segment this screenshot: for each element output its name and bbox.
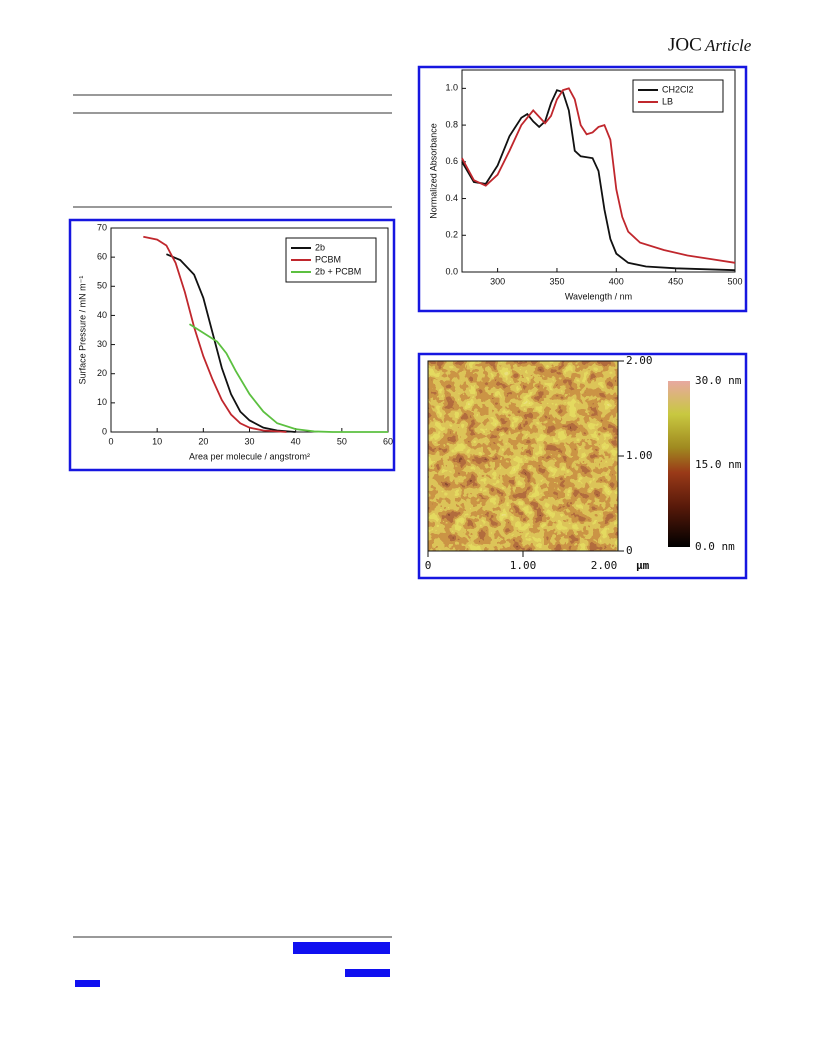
afm-axis-label: 2.00 — [591, 559, 618, 572]
afm-ticks — [427, 360, 624, 557]
x-tick-label: 500 — [727, 276, 742, 286]
y-tick-label: 0.0 — [445, 266, 458, 276]
y-tick-label: 50 — [97, 281, 107, 291]
y-tick-label: 1.0 — [445, 83, 458, 93]
y-tick-label: 70 — [97, 222, 107, 232]
colorbar-label: 30.0 nm — [695, 374, 742, 387]
legend-box — [632, 79, 724, 113]
x-tick-label: 50 — [337, 436, 347, 446]
section: Article — [704, 36, 752, 55]
colorbar — [668, 381, 690, 547]
y-tick-label: 10 — [97, 397, 107, 407]
x-tick-label: 400 — [609, 276, 624, 286]
afm-axis-label: 1.00 — [626, 449, 653, 462]
y-tick-label: 0.6 — [445, 156, 458, 166]
figure-frame — [417, 65, 748, 313]
y-tick-label: 40 — [97, 310, 107, 320]
y-tick-label: 0.4 — [445, 193, 458, 203]
legend-label: 2b + PCBM — [315, 266, 361, 276]
afm-axis-label: 1.00 — [510, 559, 537, 572]
x-tick-label: 40 — [291, 436, 301, 446]
y-axis-label: Normalized Absorbance — [428, 123, 438, 219]
figure-frame — [68, 218, 396, 472]
x-tick-label: 30 — [244, 436, 254, 446]
journal: JOC — [668, 34, 702, 55]
series-line — [143, 235, 287, 433]
series-line — [461, 87, 736, 264]
afm-axis-label: 0 — [626, 544, 633, 557]
x-tick-label: 450 — [668, 276, 683, 286]
afm-unit: μm — [636, 559, 650, 572]
x-tick-label: 10 — [152, 436, 162, 446]
x-tick-label: 20 — [198, 436, 208, 446]
colorbar-label: 15.0 nm — [695, 458, 742, 471]
afm-axis-label: 2.00 — [626, 354, 653, 367]
plot-frame — [461, 69, 736, 273]
figure-frame — [417, 352, 748, 580]
x-tick-label: 300 — [490, 276, 505, 286]
legend-label: CH2Cl2 — [662, 84, 694, 94]
afm-image — [428, 361, 618, 551]
afm-axis-label: 0 — [425, 559, 432, 572]
x-axis-label: Area per molecule / angstrom² — [189, 451, 310, 461]
y-tick-label: 0.8 — [445, 119, 458, 129]
y-tick-label: 0.2 — [445, 230, 458, 240]
colorbar-label: 0.0 nm — [695, 540, 735, 553]
x-axis-label: Wavelength / nm — [565, 291, 632, 301]
series-line — [166, 253, 296, 433]
table-rules — [73, 94, 392, 938]
y-tick-label: 60 — [97, 252, 107, 262]
y-tick-label: 0 — [102, 426, 107, 436]
series-line — [189, 323, 388, 433]
legend-label: PCBM — [315, 254, 341, 264]
y-tick-label: 30 — [97, 339, 107, 349]
legend-label: LB — [662, 96, 673, 106]
x-tick-label: 0 — [108, 436, 113, 446]
legend-label: 2b — [315, 242, 325, 252]
x-tick-label: 60 — [383, 436, 393, 446]
y-axis-label: Surface Pressure / mN m⁻¹ — [77, 276, 87, 385]
link-boxes — [75, 942, 390, 987]
series-line — [461, 89, 736, 272]
x-tick-label: 350 — [549, 276, 564, 286]
y-tick-label: 20 — [97, 368, 107, 378]
